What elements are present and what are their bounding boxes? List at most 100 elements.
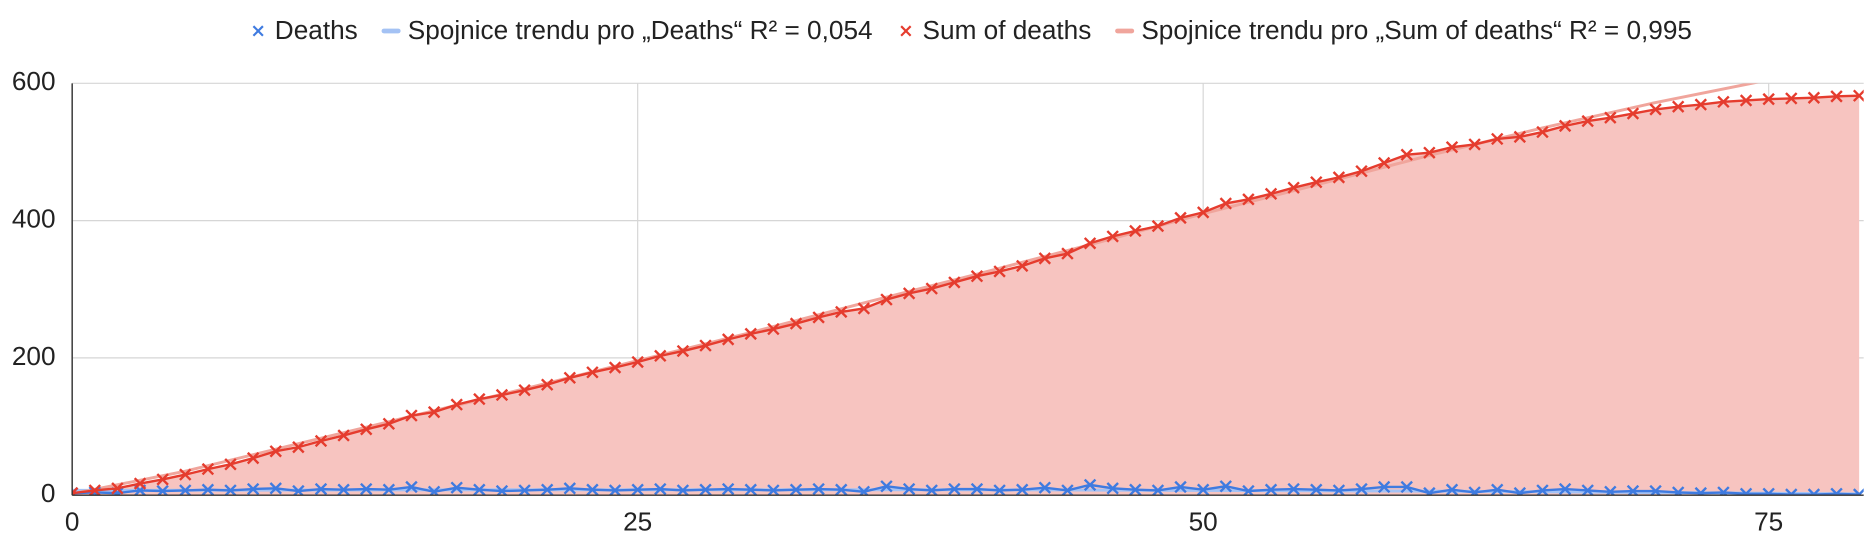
marker <box>812 482 825 496</box>
marker <box>1106 230 1119 243</box>
marker <box>1038 481 1052 494</box>
marker <box>1287 181 1300 194</box>
marker <box>1694 486 1708 496</box>
marker <box>1310 483 1323 496</box>
x-tick-label: 50 <box>1189 507 1218 537</box>
marker <box>699 483 712 496</box>
marker <box>1671 100 1685 113</box>
marker <box>1604 485 1617 496</box>
y-tick-label: 200 <box>12 341 56 371</box>
marker <box>586 483 599 496</box>
marker <box>1196 483 1210 496</box>
marker <box>1016 259 1029 273</box>
trend-line <box>72 83 1760 496</box>
marker <box>1513 130 1527 144</box>
marker <box>382 417 396 431</box>
axes: 0 200 400 600 0 25 50 75 <box>12 66 1864 537</box>
marker <box>314 434 328 448</box>
marker <box>608 361 622 374</box>
marker <box>1174 211 1187 225</box>
marker <box>1377 480 1391 494</box>
marker <box>1151 219 1165 233</box>
marker <box>1332 171 1346 184</box>
marker <box>1129 483 1142 496</box>
marker <box>654 482 667 496</box>
marker <box>72 486 79 496</box>
marker <box>179 484 192 496</box>
marker <box>518 484 531 496</box>
marker <box>156 473 169 486</box>
marker <box>1219 480 1232 493</box>
marker <box>1038 252 1052 265</box>
marker <box>473 483 486 496</box>
marker <box>970 482 984 496</box>
marker <box>405 409 418 422</box>
marker <box>246 482 260 496</box>
marker <box>1061 484 1074 496</box>
marker <box>337 429 350 442</box>
marker <box>1106 482 1119 495</box>
marker <box>925 484 938 496</box>
marker <box>1400 148 1413 161</box>
legend-item: Spojnice trendu pro „Sum of deaths“ R² =… <box>1115 15 1692 45</box>
marker <box>246 451 260 465</box>
x-tick-label: 0 <box>65 507 80 537</box>
marker <box>133 477 147 490</box>
marker <box>1287 482 1300 496</box>
marker <box>360 423 373 436</box>
marker <box>1671 486 1685 496</box>
marker <box>835 483 848 496</box>
legend-item: Deaths <box>252 15 358 45</box>
marker <box>948 482 961 496</box>
marker <box>1626 107 1640 120</box>
marker <box>337 483 350 496</box>
marker <box>224 484 237 496</box>
marker <box>563 482 577 495</box>
marker <box>835 305 848 319</box>
marker <box>224 458 237 471</box>
marker <box>1717 486 1730 496</box>
marker <box>993 265 1006 278</box>
marker <box>857 302 871 315</box>
marker <box>1717 95 1730 109</box>
marker <box>1423 146 1436 159</box>
marker <box>1129 224 1142 238</box>
y-tick-label: 400 <box>12 204 56 234</box>
marker <box>1694 98 1708 111</box>
marker <box>1083 237 1097 250</box>
marker <box>450 481 463 494</box>
marker <box>1558 482 1572 496</box>
marker <box>1491 132 1504 146</box>
marker <box>518 383 531 397</box>
marker <box>1536 484 1549 496</box>
marker <box>1310 175 1323 189</box>
marker <box>292 440 305 454</box>
marker <box>473 392 486 406</box>
marker <box>540 378 554 391</box>
marker <box>608 484 622 496</box>
marker <box>427 485 441 496</box>
marker <box>767 484 780 496</box>
marker <box>201 462 215 476</box>
marker <box>495 388 509 402</box>
marker <box>1649 103 1662 116</box>
marker <box>586 366 599 379</box>
marker <box>993 484 1006 496</box>
marker <box>111 482 124 495</box>
marker <box>382 483 396 496</box>
marker <box>948 276 961 289</box>
marker <box>1762 487 1775 496</box>
marker <box>1581 114 1594 128</box>
marker <box>1739 487 1753 496</box>
x-tick-label: 75 <box>1754 507 1783 537</box>
marker <box>1739 94 1753 107</box>
marker <box>1852 89 1864 102</box>
marker <box>631 483 644 496</box>
marker <box>902 482 916 496</box>
marker <box>540 483 554 496</box>
marker <box>1196 206 1210 219</box>
legend-label: Sum of deaths <box>923 15 1092 45</box>
marker <box>676 484 690 496</box>
marker <box>1558 119 1572 133</box>
